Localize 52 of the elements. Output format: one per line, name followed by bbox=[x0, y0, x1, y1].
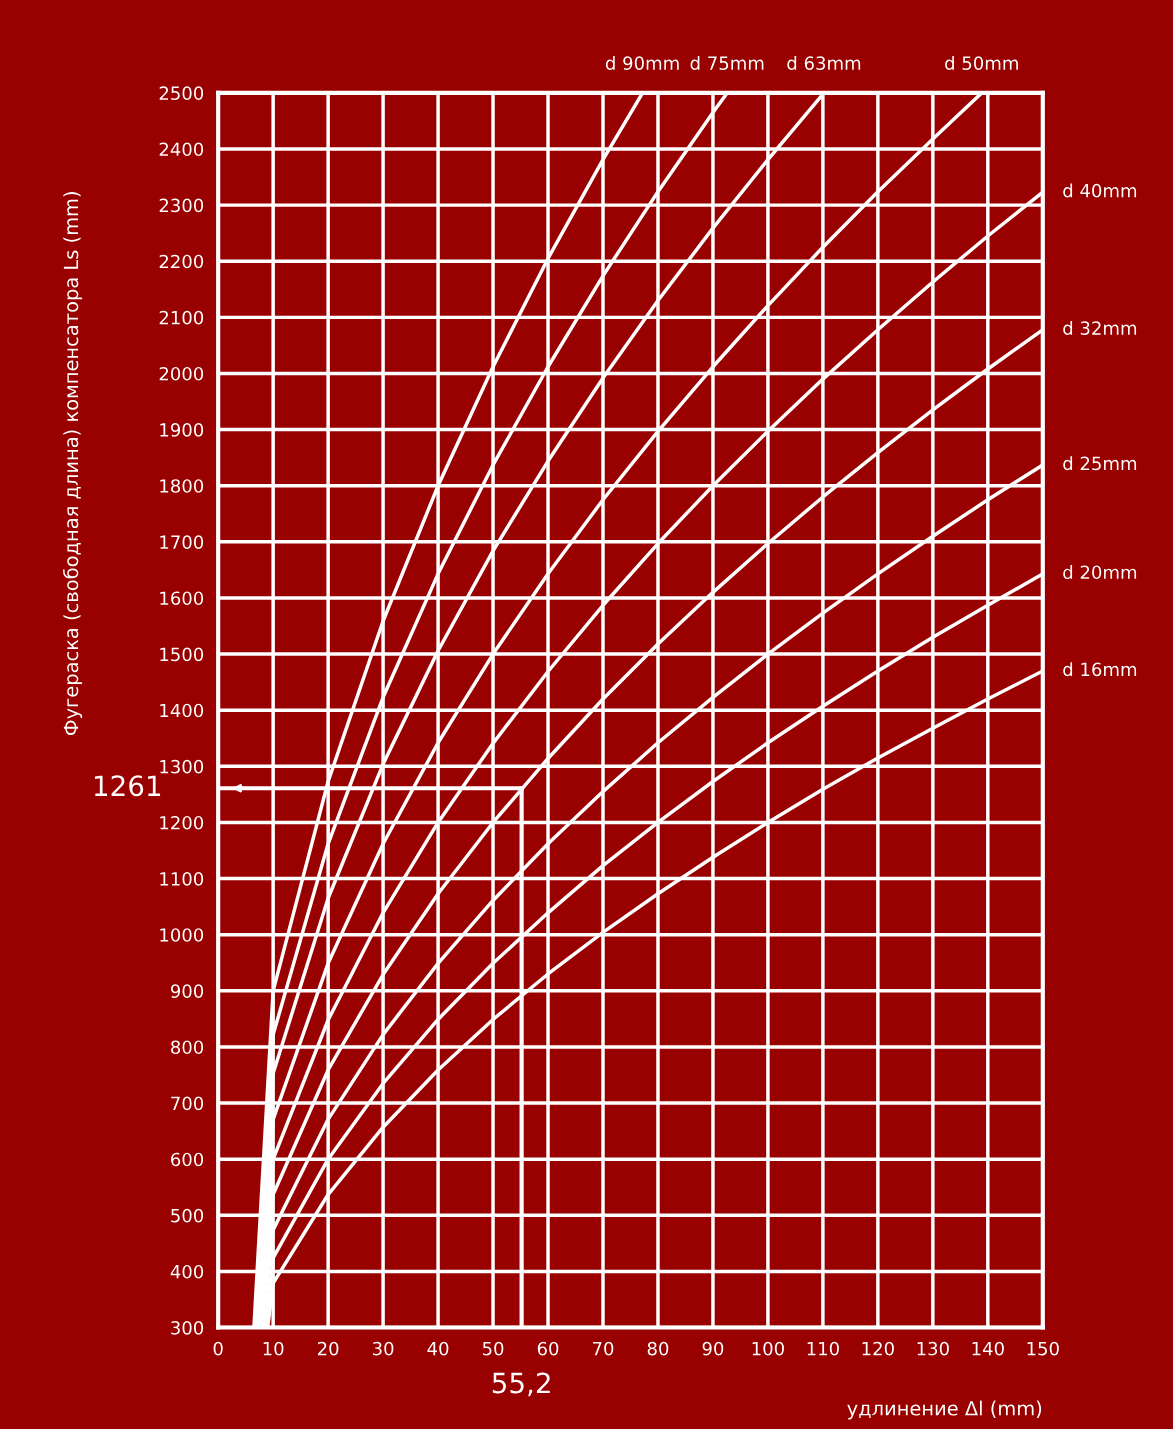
series-label: d 16mm bbox=[1063, 662, 1137, 677]
x-tick-label: 10 bbox=[263, 1341, 284, 1356]
y-tick-label: 700 bbox=[171, 1096, 204, 1111]
series-label: d 25mm bbox=[1063, 456, 1137, 471]
y-tick-label: 1100 bbox=[160, 872, 204, 886]
series-label: d 32mm bbox=[1063, 320, 1137, 335]
x-tick-label: 100 bbox=[752, 1341, 784, 1356]
y-tick-label: 300 bbox=[171, 1321, 204, 1335]
x-tick-label: 80 bbox=[647, 1341, 669, 1356]
y-tick-label: 900 bbox=[170, 984, 204, 998]
x-axis-title: удлинение Δl (mm) bbox=[847, 1400, 1042, 1420]
y-axis-title: Фугераска (свободная длина) компенсатора Ls (mm) bbox=[62, 192, 83, 736]
y-tick-label: 2200 bbox=[159, 254, 204, 269]
series-label: d 20mm bbox=[1063, 565, 1137, 580]
y-tick-label: 2000 bbox=[159, 366, 204, 381]
x-tick-label: 20 bbox=[317, 1341, 339, 1356]
x-tick-label: 0 bbox=[213, 1341, 223, 1356]
series-label: d 50mm bbox=[945, 55, 1018, 70]
y-tick-label: 500 bbox=[171, 1208, 204, 1223]
y-tick-label: 1200 bbox=[160, 815, 204, 830]
y-tick-label: 1000 bbox=[160, 928, 204, 942]
x-tick-label: 90 bbox=[702, 1341, 724, 1356]
x-tick-label: 40 bbox=[427, 1341, 449, 1356]
x-tick-label: 120 bbox=[862, 1341, 894, 1356]
y-tick-label: 1700 bbox=[160, 535, 204, 549]
ref-line-label: 1261 bbox=[94, 775, 161, 797]
series-label: d 40mm bbox=[1063, 183, 1137, 198]
ref-line-label: 55,2 bbox=[492, 1372, 550, 1397]
y-tick-label: 1500 bbox=[160, 647, 204, 662]
y-tick-label: 2500 bbox=[159, 86, 204, 100]
y-tick-label: 600 bbox=[171, 1152, 204, 1167]
y-tick-label: 800 bbox=[171, 1040, 204, 1055]
y-tick-label: 1800 bbox=[160, 479, 204, 493]
series-label: d 63mm bbox=[787, 55, 861, 70]
x-tick-label: 130 bbox=[917, 1341, 949, 1356]
y-tick-label: 2100 bbox=[159, 310, 204, 325]
y-tick-label: 400 bbox=[170, 1264, 204, 1279]
y-tick-label: 2400 bbox=[159, 142, 204, 157]
x-tick-label: 60 bbox=[537, 1341, 559, 1356]
x-tick-label: 50 bbox=[482, 1341, 504, 1356]
x-tick-label: 150 bbox=[1027, 1341, 1059, 1356]
y-tick-label: 1600 bbox=[160, 591, 204, 606]
x-tick-label: 110 bbox=[807, 1341, 839, 1356]
x-tick-label: 140 bbox=[972, 1341, 1004, 1356]
x-tick-label: 70 bbox=[592, 1341, 614, 1356]
x-tick-label: 30 bbox=[372, 1341, 394, 1356]
y-tick-label: 1900 bbox=[160, 423, 204, 437]
y-tick-label: 1400 bbox=[160, 703, 204, 718]
series-label: d 90mm bbox=[605, 55, 679, 70]
y-tick-label: 2300 bbox=[159, 198, 204, 213]
y-tick-label: 1300 bbox=[160, 759, 204, 774]
series-label: d 75mm bbox=[690, 55, 764, 70]
